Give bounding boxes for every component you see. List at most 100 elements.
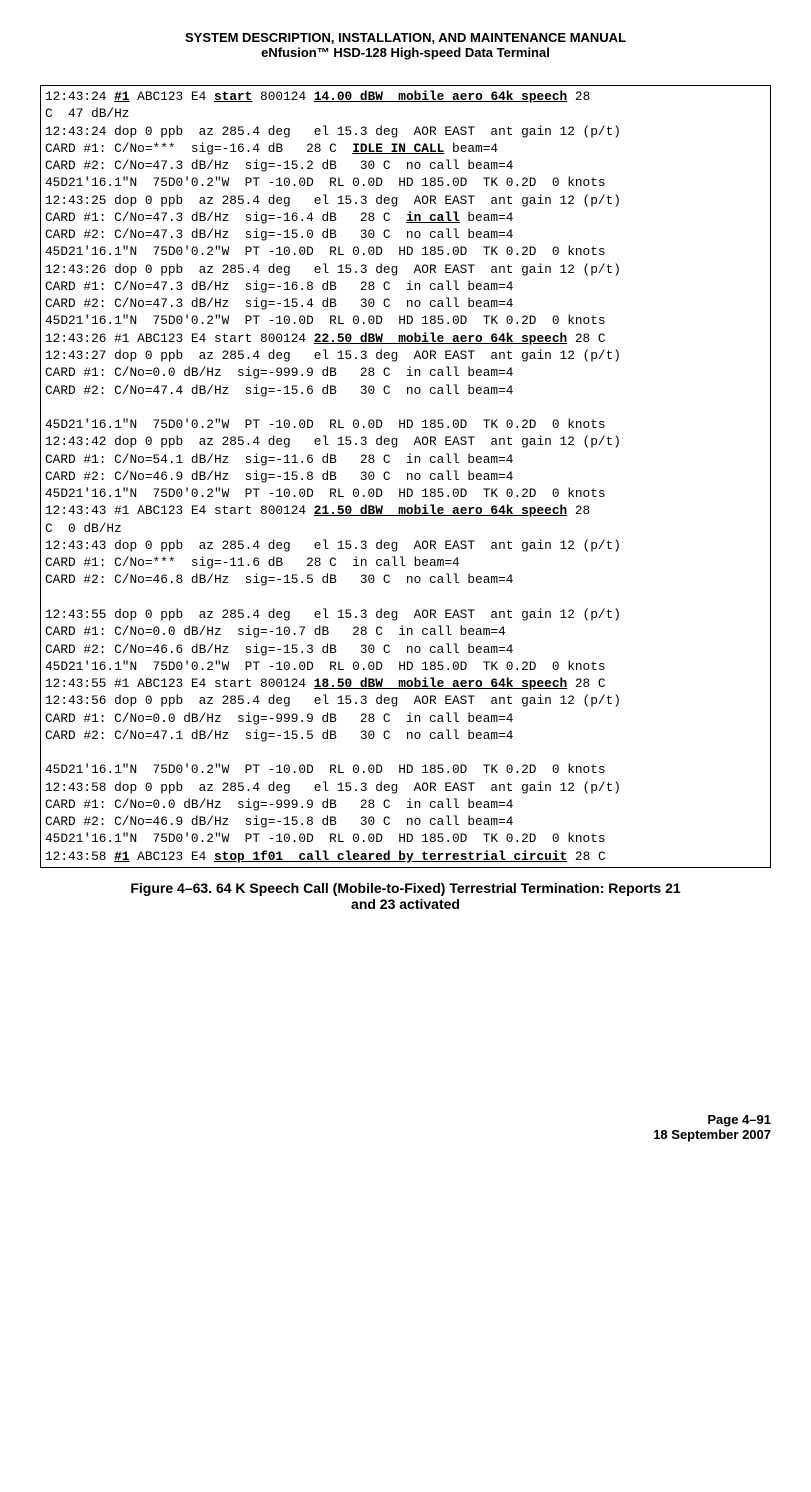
log-line: 45D21'16.1"N 75D0'0.2"W PT -10.0D RL 0.0… xyxy=(45,761,766,778)
log-segment: 12:43:58 xyxy=(45,849,114,864)
log-line: CARD #1: C/No=*** sig=-16.4 dB 28 C IDLE… xyxy=(45,140,766,157)
log-segment: CARD #2: C/No=47.1 dB/Hz sig=-15.5 dB 30… xyxy=(45,728,513,743)
log-segment: CARD #1: C/No=*** sig=-16.4 dB 28 C xyxy=(45,141,352,156)
log-line: 12:43:25 dop 0 ppb az 285.4 deg el 15.3 … xyxy=(45,192,766,209)
log-segment: 45D21'16.1"N 75D0'0.2"W PT -10.0D RL 0.0… xyxy=(45,313,606,328)
log-segment: 28 xyxy=(567,503,590,518)
log-segment: 12:43:56 dop 0 ppb az 285.4 deg el 15.3 … xyxy=(45,693,621,708)
log-segment: ABC123 E4 xyxy=(129,849,213,864)
log-segment: CARD #2: C/No=46.9 dB/Hz sig=-15.8 dB 30… xyxy=(45,469,513,484)
log-segment: 45D21'16.1"N 75D0'0.2"W PT -10.0D RL 0.0… xyxy=(45,486,606,501)
log-segment: 12:43:25 dop 0 ppb az 285.4 deg el 15.3 … xyxy=(45,193,621,208)
log-line: CARD #2: C/No=46.9 dB/Hz sig=-15.8 dB 30… xyxy=(45,813,766,830)
log-segment: CARD #1: C/No=47.3 dB/Hz sig=-16.8 dB 28… xyxy=(45,279,513,294)
log-segment: 12:43:43 dop 0 ppb az 285.4 deg el 15.3 … xyxy=(45,538,621,553)
log-line xyxy=(45,589,766,606)
log-line: C 47 dB/Hz xyxy=(45,105,766,122)
log-line: C 0 dB/Hz xyxy=(45,520,766,537)
log-line: CARD #1: C/No=0.0 dB/Hz sig=-999.9 dB 28… xyxy=(45,796,766,813)
log-line: 12:43:24 dop 0 ppb az 285.4 deg el 15.3 … xyxy=(45,123,766,140)
doc-header: SYSTEM DESCRIPTION, INSTALLATION, AND MA… xyxy=(40,30,771,60)
log-line: 45D21'16.1"N 75D0'0.2"W PT -10.0D RL 0.0… xyxy=(45,174,766,191)
log-line: CARD #1: C/No=0.0 dB/Hz sig=-10.7 dB 28 … xyxy=(45,623,766,640)
log-segment: 28 C xyxy=(567,849,605,864)
log-segment: stop 1f01 call cleared by terrestrial ci… xyxy=(214,849,567,864)
log-segment: 12:43:43 #1 ABC123 E4 start 800124 xyxy=(45,503,314,518)
header-line2: eNfusion™ HSD-128 High-speed Data Termin… xyxy=(40,45,771,60)
terminal-log: 12:43:24 #1 ABC123 E4 start 800124 14.00… xyxy=(40,85,771,868)
log-segment: ABC123 E4 xyxy=(129,89,213,104)
log-segment: 14.00 dBW mobile aero 64k speech xyxy=(314,89,567,104)
log-segment: 45D21'16.1"N 75D0'0.2"W PT -10.0D RL 0.0… xyxy=(45,244,606,259)
log-line: CARD #1: C/No=0.0 dB/Hz sig=-999.9 dB 28… xyxy=(45,710,766,727)
log-line: 45D21'16.1"N 75D0'0.2"W PT -10.0D RL 0.0… xyxy=(45,485,766,502)
caption-line2: and 23 activated xyxy=(40,896,771,912)
log-segment: 12:43:55 #1 ABC123 E4 start 800124 xyxy=(45,676,314,691)
log-line: CARD #2: C/No=47.4 dB/Hz sig=-15.6 dB 30… xyxy=(45,382,766,399)
footer-date: 18 September 2007 xyxy=(40,1127,771,1142)
log-segment: 800124 xyxy=(252,89,313,104)
log-segment: 12:43:42 dop 0 ppb az 285.4 deg el 15.3 … xyxy=(45,434,621,449)
log-line: CARD #2: C/No=47.3 dB/Hz sig=-15.0 dB 30… xyxy=(45,226,766,243)
log-line: CARD #2: C/No=47.3 dB/Hz sig=-15.2 dB 30… xyxy=(45,157,766,174)
log-segment: 12:43:55 dop 0 ppb az 285.4 deg el 15.3 … xyxy=(45,607,621,622)
log-segment: CARD #2: C/No=46.8 dB/Hz sig=-15.5 dB 30… xyxy=(45,572,513,587)
log-line: 45D21'16.1"N 75D0'0.2"W PT -10.0D RL 0.0… xyxy=(45,243,766,260)
log-line: CARD #1: C/No=*** sig=-11.6 dB 28 C in c… xyxy=(45,554,766,571)
log-line: 12:43:26 #1 ABC123 E4 start 800124 22.50… xyxy=(45,330,766,347)
log-segment: C 0 dB/Hz xyxy=(45,521,122,536)
header-line1: SYSTEM DESCRIPTION, INSTALLATION, AND MA… xyxy=(40,30,771,45)
log-segment: CARD #2: C/No=47.3 dB/Hz sig=-15.0 dB 30… xyxy=(45,227,513,242)
log-line: CARD #2: C/No=46.9 dB/Hz sig=-15.8 dB 30… xyxy=(45,468,766,485)
log-line: 12:43:58 dop 0 ppb az 285.4 deg el 15.3 … xyxy=(45,779,766,796)
log-line: 12:43:26 dop 0 ppb az 285.4 deg el 15.3 … xyxy=(45,261,766,278)
log-segment: beam=4 xyxy=(460,210,514,225)
log-segment: 12:43:24 xyxy=(45,89,114,104)
log-segment: 22.50 dBW mobile aero 64k speech xyxy=(314,331,567,346)
log-segment: 12:43:26 #1 ABC123 E4 start 800124 xyxy=(45,331,314,346)
log-segment: CARD #2: C/No=46.9 dB/Hz sig=-15.8 dB 30… xyxy=(45,814,513,829)
log-line: 12:43:55 #1 ABC123 E4 start 800124 18.50… xyxy=(45,675,766,692)
log-segment: CARD #1: C/No=0.0 dB/Hz sig=-999.9 dB 28… xyxy=(45,797,513,812)
log-segment: CARD #2: C/No=47.3 dB/Hz sig=-15.4 dB 30… xyxy=(45,296,513,311)
log-segment: C 47 dB/Hz xyxy=(45,106,129,121)
log-line: CARD #2: C/No=46.6 dB/Hz sig=-15.3 dB 30… xyxy=(45,641,766,658)
log-segment: CARD #1: C/No=0.0 dB/Hz sig=-999.9 dB 28… xyxy=(45,711,513,726)
log-segment: CARD #2: C/No=46.6 dB/Hz sig=-15.3 dB 30… xyxy=(45,642,513,657)
log-segment: 45D21'16.1"N 75D0'0.2"W PT -10.0D RL 0.0… xyxy=(45,831,606,846)
log-segment: in call xyxy=(406,210,460,225)
log-segment: 28 C xyxy=(567,676,605,691)
log-segment: start xyxy=(214,89,252,104)
log-segment: 21.50 dBW mobile aero 64k speech xyxy=(314,503,567,518)
log-line: 12:43:43 dop 0 ppb az 285.4 deg el 15.3 … xyxy=(45,537,766,554)
log-segment: CARD #1: C/No=0.0 dB/Hz sig=-10.7 dB 28 … xyxy=(45,624,506,639)
log-line: 45D21'16.1"N 75D0'0.2"W PT -10.0D RL 0.0… xyxy=(45,830,766,847)
log-line: CARD #1: C/No=47.3 dB/Hz sig=-16.4 dB 28… xyxy=(45,209,766,226)
log-segment: 18.50 dBW mobile aero 64k speech xyxy=(314,676,567,691)
log-line: CARD #1: C/No=0.0 dB/Hz sig=-999.9 dB 28… xyxy=(45,364,766,381)
page-footer: Page 4–91 18 September 2007 xyxy=(40,1112,771,1142)
log-line: 12:43:56 dop 0 ppb az 285.4 deg el 15.3 … xyxy=(45,692,766,709)
log-line: 12:43:27 dop 0 ppb az 285.4 deg el 15.3 … xyxy=(45,347,766,364)
log-segment: IDLE IN CALL xyxy=(352,141,444,156)
log-segment: CARD #1: C/No=54.1 dB/Hz sig=-11.6 dB 28… xyxy=(45,452,513,467)
log-line: 12:43:58 #1 ABC123 E4 stop 1f01 call cle… xyxy=(45,848,766,865)
log-line: CARD #1: C/No=47.3 dB/Hz sig=-16.8 dB 28… xyxy=(45,278,766,295)
log-line: 45D21'16.1"N 75D0'0.2"W PT -10.0D RL 0.0… xyxy=(45,416,766,433)
log-line: 45D21'16.1"N 75D0'0.2"W PT -10.0D RL 0.0… xyxy=(45,312,766,329)
log-segment: 12:43:58 dop 0 ppb az 285.4 deg el 15.3 … xyxy=(45,780,621,795)
log-line: 45D21'16.1"N 75D0'0.2"W PT -10.0D RL 0.0… xyxy=(45,658,766,675)
log-segment: CARD #1: C/No=*** sig=-11.6 dB 28 C in c… xyxy=(45,555,460,570)
log-line: 12:43:43 #1 ABC123 E4 start 800124 21.50… xyxy=(45,502,766,519)
log-segment: 45D21'16.1"N 75D0'0.2"W PT -10.0D RL 0.0… xyxy=(45,659,606,674)
log-line: CARD #2: C/No=47.1 dB/Hz sig=-15.5 dB 30… xyxy=(45,727,766,744)
log-line: 12:43:42 dop 0 ppb az 285.4 deg el 15.3 … xyxy=(45,433,766,450)
log-segment: 12:43:24 dop 0 ppb az 285.4 deg el 15.3 … xyxy=(45,124,621,139)
log-segment: beam=4 xyxy=(444,141,498,156)
log-line xyxy=(45,744,766,761)
log-line: CARD #2: C/No=46.8 dB/Hz sig=-15.5 dB 30… xyxy=(45,571,766,588)
log-segment: 45D21'16.1"N 75D0'0.2"W PT -10.0D RL 0.0… xyxy=(45,417,606,432)
log-segment: #1 xyxy=(114,89,129,104)
log-segment: CARD #1: C/No=0.0 dB/Hz sig=-999.9 dB 28… xyxy=(45,365,513,380)
log-segment: 45D21'16.1"N 75D0'0.2"W PT -10.0D RL 0.0… xyxy=(45,175,606,190)
